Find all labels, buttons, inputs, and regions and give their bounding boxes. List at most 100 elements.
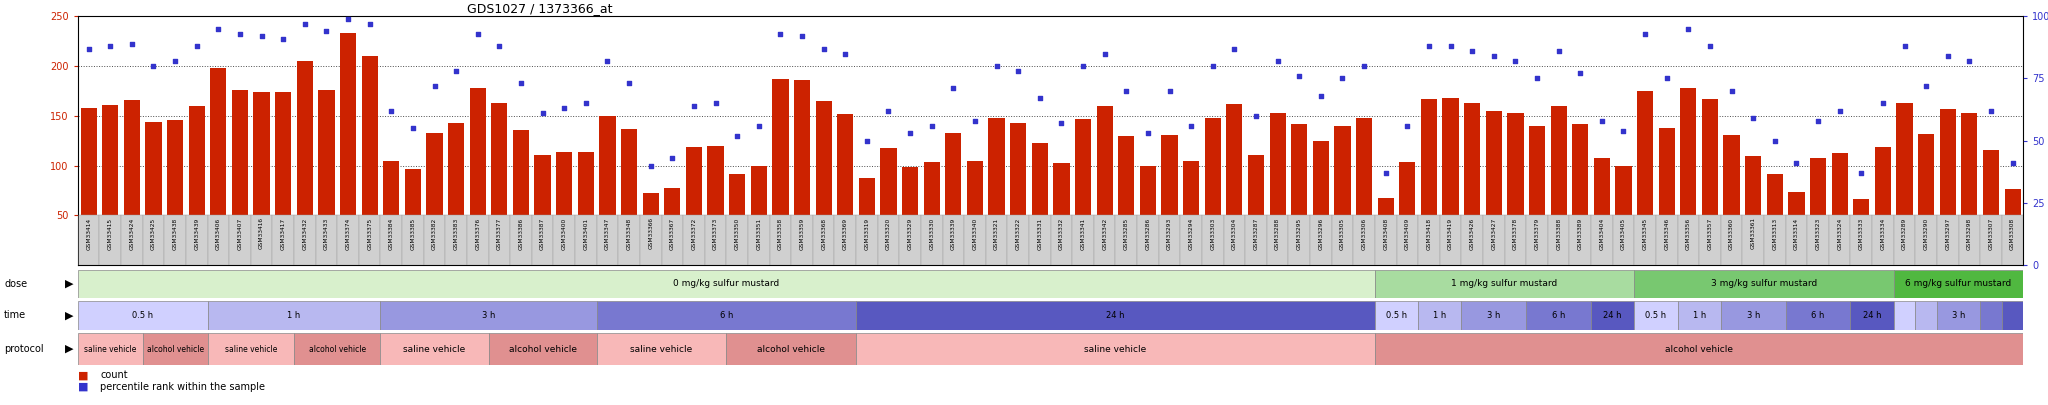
Bar [381, 301, 596, 330]
Bar [1700, 215, 1720, 265]
Bar [1184, 161, 1200, 265]
Bar [143, 215, 164, 265]
Bar [317, 90, 334, 265]
Text: GSM33404: GSM33404 [1599, 217, 1604, 250]
Bar [1657, 215, 1677, 265]
Text: 1 mg/kg sulfur mustard: 1 mg/kg sulfur mustard [1452, 279, 1559, 288]
Text: percentile rank within the sample: percentile rank within the sample [100, 382, 266, 392]
Bar [383, 161, 399, 265]
Text: GSM33308: GSM33308 [2011, 217, 2015, 250]
Point [1239, 113, 1272, 119]
Bar [1417, 301, 1462, 330]
Bar [207, 301, 381, 330]
Text: GSM33294: GSM33294 [1188, 217, 1194, 250]
Point [1219, 45, 1251, 52]
Bar [1851, 215, 1872, 265]
Text: GSM33345: GSM33345 [1642, 217, 1647, 250]
Text: saline vehicle: saline vehicle [84, 345, 137, 354]
Text: GSM33304: GSM33304 [1233, 217, 1237, 250]
Bar [1051, 215, 1073, 265]
Bar [965, 215, 985, 265]
Bar [838, 114, 854, 265]
Bar [1548, 215, 1569, 265]
Text: 3 h: 3 h [1487, 311, 1501, 320]
Point [721, 132, 754, 139]
Bar [858, 178, 874, 265]
Text: count: count [100, 371, 127, 380]
Text: alcohol vehicle: alcohol vehicle [758, 345, 825, 354]
Text: 24 h: 24 h [1604, 311, 1622, 320]
Bar [401, 215, 424, 265]
Bar [727, 333, 856, 365]
Bar [748, 215, 770, 265]
Bar [1810, 158, 1827, 265]
Bar [80, 108, 96, 265]
Text: GSM33350: GSM33350 [735, 217, 739, 250]
Text: 24 h: 24 h [1864, 311, 1882, 320]
Point [1802, 117, 1835, 124]
Bar [1116, 215, 1137, 265]
Text: GSM33388: GSM33388 [1556, 217, 1561, 250]
Bar [1829, 215, 1851, 265]
Point [461, 30, 494, 37]
Point [1305, 93, 1337, 99]
Point [764, 30, 797, 37]
Bar [406, 168, 422, 265]
Bar [362, 56, 377, 265]
Bar [1028, 215, 1051, 265]
Point [1716, 88, 1749, 94]
Text: GSM33296: GSM33296 [1319, 217, 1323, 249]
Text: GSM33289: GSM33289 [1903, 217, 1907, 250]
Bar [1720, 215, 1743, 265]
Bar [1550, 106, 1567, 265]
Bar [879, 215, 899, 265]
Bar [1462, 301, 1526, 330]
Bar [578, 152, 594, 265]
Text: GSM33342: GSM33342 [1102, 217, 1108, 250]
Bar [1075, 119, 1092, 265]
Bar [467, 215, 489, 265]
Bar [1894, 301, 1915, 330]
Bar [1788, 192, 1804, 265]
Bar [143, 333, 207, 365]
Point [915, 123, 948, 129]
Point [807, 45, 840, 52]
Bar [989, 118, 1006, 265]
Bar [1894, 215, 1915, 265]
Text: GSM33356: GSM33356 [1686, 217, 1692, 249]
Bar [1636, 91, 1653, 265]
Point [115, 40, 147, 47]
Bar [1440, 215, 1462, 265]
Text: GSM33378: GSM33378 [1513, 217, 1518, 250]
Text: GSM33333: GSM33333 [1860, 217, 1864, 250]
Bar [272, 215, 295, 265]
Bar [1743, 215, 1763, 265]
Point [526, 110, 559, 117]
Text: GSM33407: GSM33407 [238, 217, 242, 250]
Text: saline vehicle: saline vehicle [403, 345, 465, 354]
Text: alcohol vehicle: alcohol vehicle [147, 345, 203, 354]
Bar [815, 101, 831, 265]
Bar [834, 215, 856, 265]
Bar [1335, 126, 1350, 265]
Bar [1485, 111, 1501, 265]
Bar [250, 215, 272, 265]
Bar [510, 215, 532, 265]
Point [223, 30, 256, 37]
Bar [207, 333, 295, 365]
Bar [1094, 215, 1116, 265]
Bar [295, 333, 381, 365]
Text: GSM33366: GSM33366 [649, 217, 653, 249]
Point [958, 117, 991, 124]
Bar [924, 162, 940, 265]
Text: GSM33385: GSM33385 [410, 217, 416, 250]
Text: GSM33298: GSM33298 [1966, 217, 1972, 250]
Bar [489, 333, 596, 365]
Bar [340, 33, 356, 265]
Text: saline vehicle: saline vehicle [1083, 345, 1147, 354]
Bar [1505, 215, 1526, 265]
Bar [1356, 118, 1372, 265]
Bar [2001, 301, 2023, 330]
Text: GDS1027 / 1373366_at: GDS1027 / 1373366_at [467, 2, 612, 15]
Text: alcohol vehicle: alcohol vehicle [508, 345, 578, 354]
